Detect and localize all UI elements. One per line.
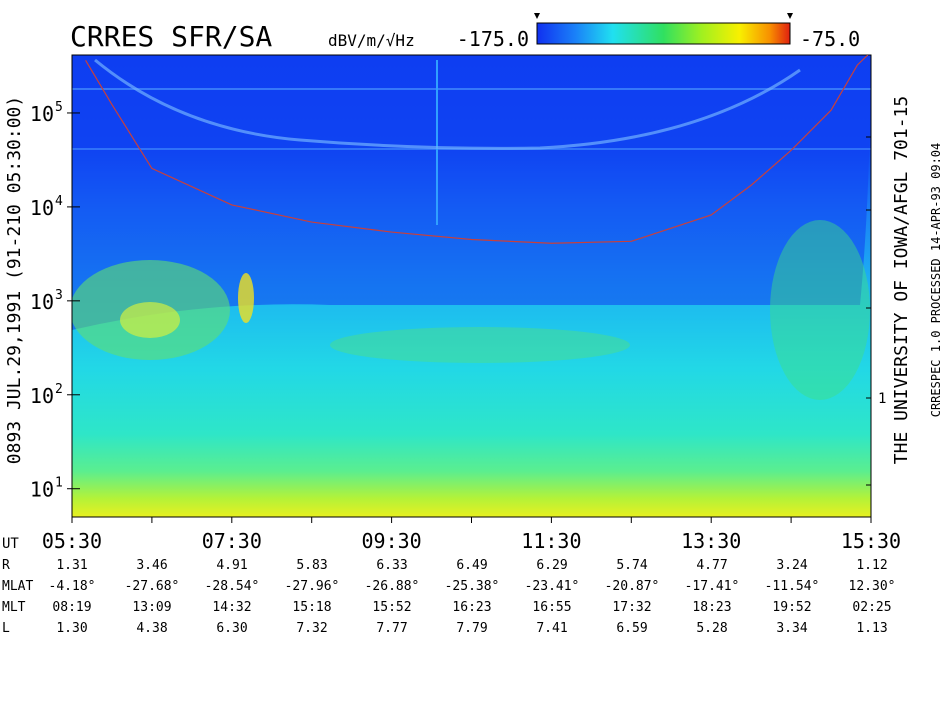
- units: dBV/m/√Hz: [328, 31, 415, 50]
- ephemeris-value: -26.88°: [365, 579, 420, 594]
- left-caption: 0893 JUL.29,1991 (91-210 05:30:00): [4, 96, 25, 464]
- ephemeris-value: -4.18°: [49, 579, 96, 594]
- y-tick-label: 10: [30, 290, 54, 314]
- ephemeris-value: 5.74: [616, 558, 647, 573]
- colorbar-marker: [534, 13, 540, 19]
- colorbar: [536, 22, 791, 45]
- ephemeris-value: 6.59: [616, 621, 647, 636]
- ephemeris-label: MLT: [2, 600, 26, 615]
- right-caption: THE UNIVERSITY OF IOWA/AFGL 701-15: [891, 96, 912, 464]
- ephemeris-value: 4.91: [216, 558, 247, 573]
- x-tick-label: 15:30: [841, 529, 901, 553]
- ephemeris-value: 1.31: [56, 558, 87, 573]
- ephemeris-value: 15:52: [372, 600, 411, 615]
- x-tick-label: 05:30: [42, 529, 102, 553]
- ephemeris-value: -20.87°: [605, 579, 660, 594]
- ephemeris-value: -25.38°: [445, 579, 500, 594]
- y-tick-label: 10: [30, 478, 54, 502]
- ephemeris-value: 18:23: [692, 600, 731, 615]
- ephemeris-label: MLAT: [2, 579, 33, 594]
- ephemeris-value: 15:18: [292, 600, 331, 615]
- colorbar-label: -75.0: [800, 27, 860, 51]
- ephemeris-value: 5.28: [696, 621, 727, 636]
- spectrogram: [72, 55, 871, 517]
- ephemeris-value: 7.79: [456, 621, 487, 636]
- ephemeris-value: 17:32: [612, 600, 651, 615]
- right-note: CRRESPEC 1.0 PROCESSED 14-APR-93 09:04: [929, 143, 943, 418]
- ephemeris-value: 1.12: [856, 558, 887, 573]
- ephemeris-value: 6.29: [536, 558, 567, 573]
- ephemeris-value: 08:19: [52, 600, 91, 615]
- ephemeris-value: 4.38: [136, 621, 167, 636]
- y-tick-label: 10: [30, 196, 54, 220]
- ephemeris-value: 16:23: [452, 600, 491, 615]
- ephemeris-value: 13:09: [132, 600, 171, 615]
- y-tick-exponent: 2: [55, 382, 63, 397]
- ephemeris-value: 4.77: [696, 558, 727, 573]
- x-tick-label: 11:30: [521, 529, 581, 553]
- ephemeris-label: R: [2, 558, 10, 573]
- ephemeris-value: -27.96°: [285, 579, 340, 594]
- ephemeris-value: 7.77: [376, 621, 407, 636]
- ephemeris-value: 02:25: [852, 600, 891, 615]
- ephemeris-value: 12.30°: [849, 579, 896, 594]
- y-tick-exponent: 4: [55, 194, 63, 209]
- y-tick-label: 10: [30, 384, 54, 408]
- ephemeris-value: 5.83: [296, 558, 327, 573]
- curve: [85, 55, 869, 244]
- y-tick-exponent: 3: [55, 288, 63, 303]
- ephemeris-value: 7.32: [296, 621, 327, 636]
- ephemeris-value: 1.30: [56, 621, 87, 636]
- x-tick-label: 07:30: [202, 529, 262, 553]
- y-tick-label: 10: [30, 102, 54, 126]
- ephemeris-value: 3.46: [136, 558, 167, 573]
- ephemeris-value: -17.41°: [685, 579, 740, 594]
- ephemeris-value: 6.33: [376, 558, 407, 573]
- x-tick-label: 09:30: [361, 529, 421, 553]
- ephemeris-value: 3.34: [776, 621, 807, 636]
- ut-label: UT: [2, 536, 19, 552]
- colorbar-marker: [787, 13, 793, 19]
- ephemeris-value: -27.68°: [125, 579, 180, 594]
- ephemeris-value: -11.54°: [765, 579, 820, 594]
- ephemeris-value: -28.54°: [205, 579, 260, 594]
- x-tick-label: 13:30: [681, 529, 741, 553]
- right-ticks: [866, 136, 871, 486]
- ephemeris-value: 3.24: [776, 558, 807, 573]
- ephemeris-value: 7.41: [536, 621, 567, 636]
- ephemeris-label: L: [2, 621, 10, 636]
- ephemeris-value: 16:55: [532, 600, 571, 615]
- ephemeris-value: 19:52: [772, 600, 811, 615]
- ephemeris-value: 14:32: [212, 600, 251, 615]
- colorbar-label: -175.0: [457, 27, 529, 51]
- ephemeris-value: 1.13: [856, 621, 887, 636]
- ephemeris-value: -23.41°: [525, 579, 580, 594]
- ephemeris-value: 6.30: [216, 621, 247, 636]
- y-tick-exponent: 1: [55, 476, 63, 491]
- ephemeris-value: 6.49: [456, 558, 487, 573]
- chart-title: CRRES SFR/SA: [70, 20, 272, 53]
- right-axis-label: 1: [878, 391, 886, 407]
- y-tick-exponent: 5: [55, 100, 63, 115]
